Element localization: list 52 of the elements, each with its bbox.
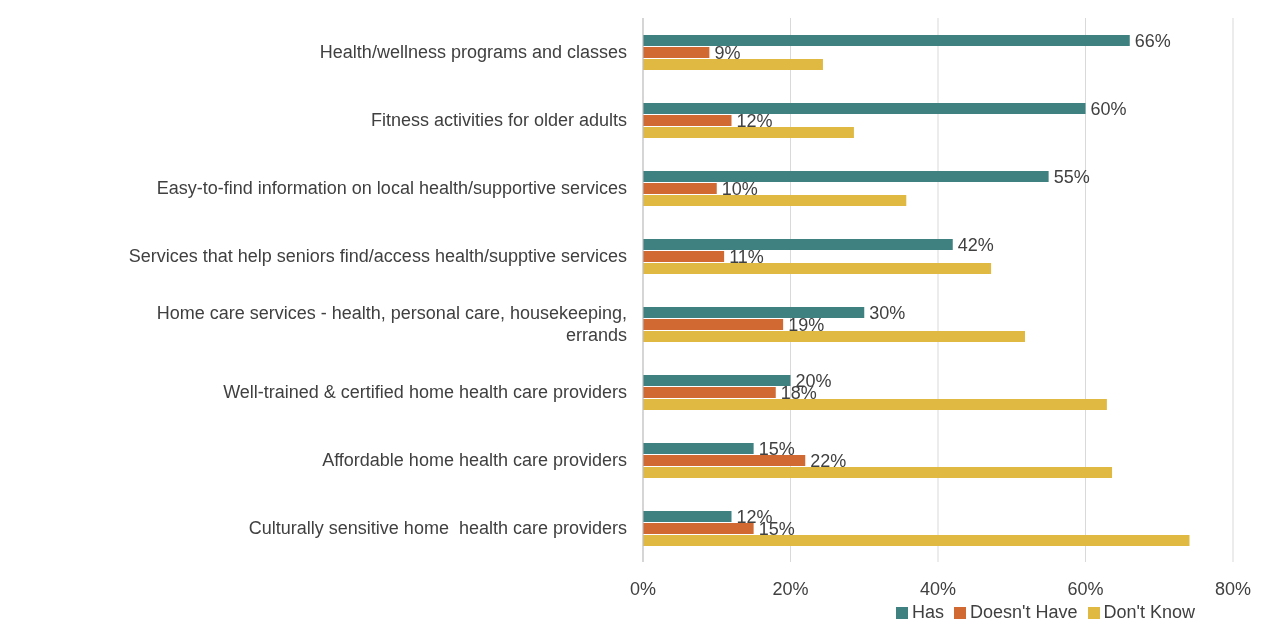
bar (643, 195, 907, 206)
bar (643, 171, 1049, 182)
y-tick-label: Easy-to-find information on local health/supportive services (156, 178, 627, 198)
bar (643, 443, 754, 454)
data-label: 19% (788, 314, 825, 335)
bar (643, 35, 1130, 46)
legend-label: Doesn't Have (970, 602, 1078, 622)
bar (643, 535, 1190, 546)
data-label: 22% (810, 450, 847, 471)
x-tick-label: 60% (1067, 578, 1104, 599)
y-tick-label: Health/wellness programs and classes (319, 42, 627, 62)
legend-label: Don't Know (1103, 602, 1195, 622)
data-label: 15% (758, 438, 795, 459)
bar (643, 59, 823, 70)
data-label: 11% (729, 246, 764, 267)
bar (643, 183, 717, 194)
bar (643, 103, 1086, 114)
bar (643, 523, 754, 534)
bar (643, 307, 865, 318)
data-label: 9% (714, 42, 741, 63)
x-tick-label: 80% (1214, 578, 1252, 599)
data-label: 12% (736, 110, 773, 131)
y-tick-label: Affordable home health care providers (322, 450, 627, 470)
legend-label: Has (911, 602, 944, 622)
bar (643, 319, 784, 330)
bar (643, 399, 1107, 410)
y-tick-label: Fitness activities for older adults (370, 110, 627, 130)
bar (643, 263, 992, 274)
bar (643, 127, 854, 138)
bar (643, 375, 791, 386)
bar (643, 455, 806, 466)
y-tick-label: Services that help seniors find/access health/supptive services (128, 246, 627, 266)
bar (643, 251, 725, 262)
bar (643, 115, 732, 126)
data-label: 10% (721, 178, 758, 199)
bar (643, 467, 1113, 478)
data-label: 66% (1134, 30, 1171, 51)
x-tick-label: 20% (772, 578, 809, 599)
y-tick-label: Culturally sensitive home health care providers (248, 518, 627, 538)
bar (643, 239, 953, 250)
bar (643, 331, 1026, 342)
bar (643, 387, 776, 398)
y-tick-label: Well-trained & certified home health care providers (223, 382, 627, 402)
x-tick-label: 0% (629, 578, 657, 599)
bar (643, 511, 732, 522)
y-tick-label: Home care services - health, personal care, housekeeping, errands (156, 303, 627, 345)
data-label: 42% (957, 234, 994, 255)
bar (643, 47, 710, 58)
data-label: 30% (869, 302, 906, 323)
data-label: 60% (1090, 98, 1127, 119)
data-label: 55% (1053, 166, 1090, 187)
x-tick-label: 40% (919, 578, 957, 599)
